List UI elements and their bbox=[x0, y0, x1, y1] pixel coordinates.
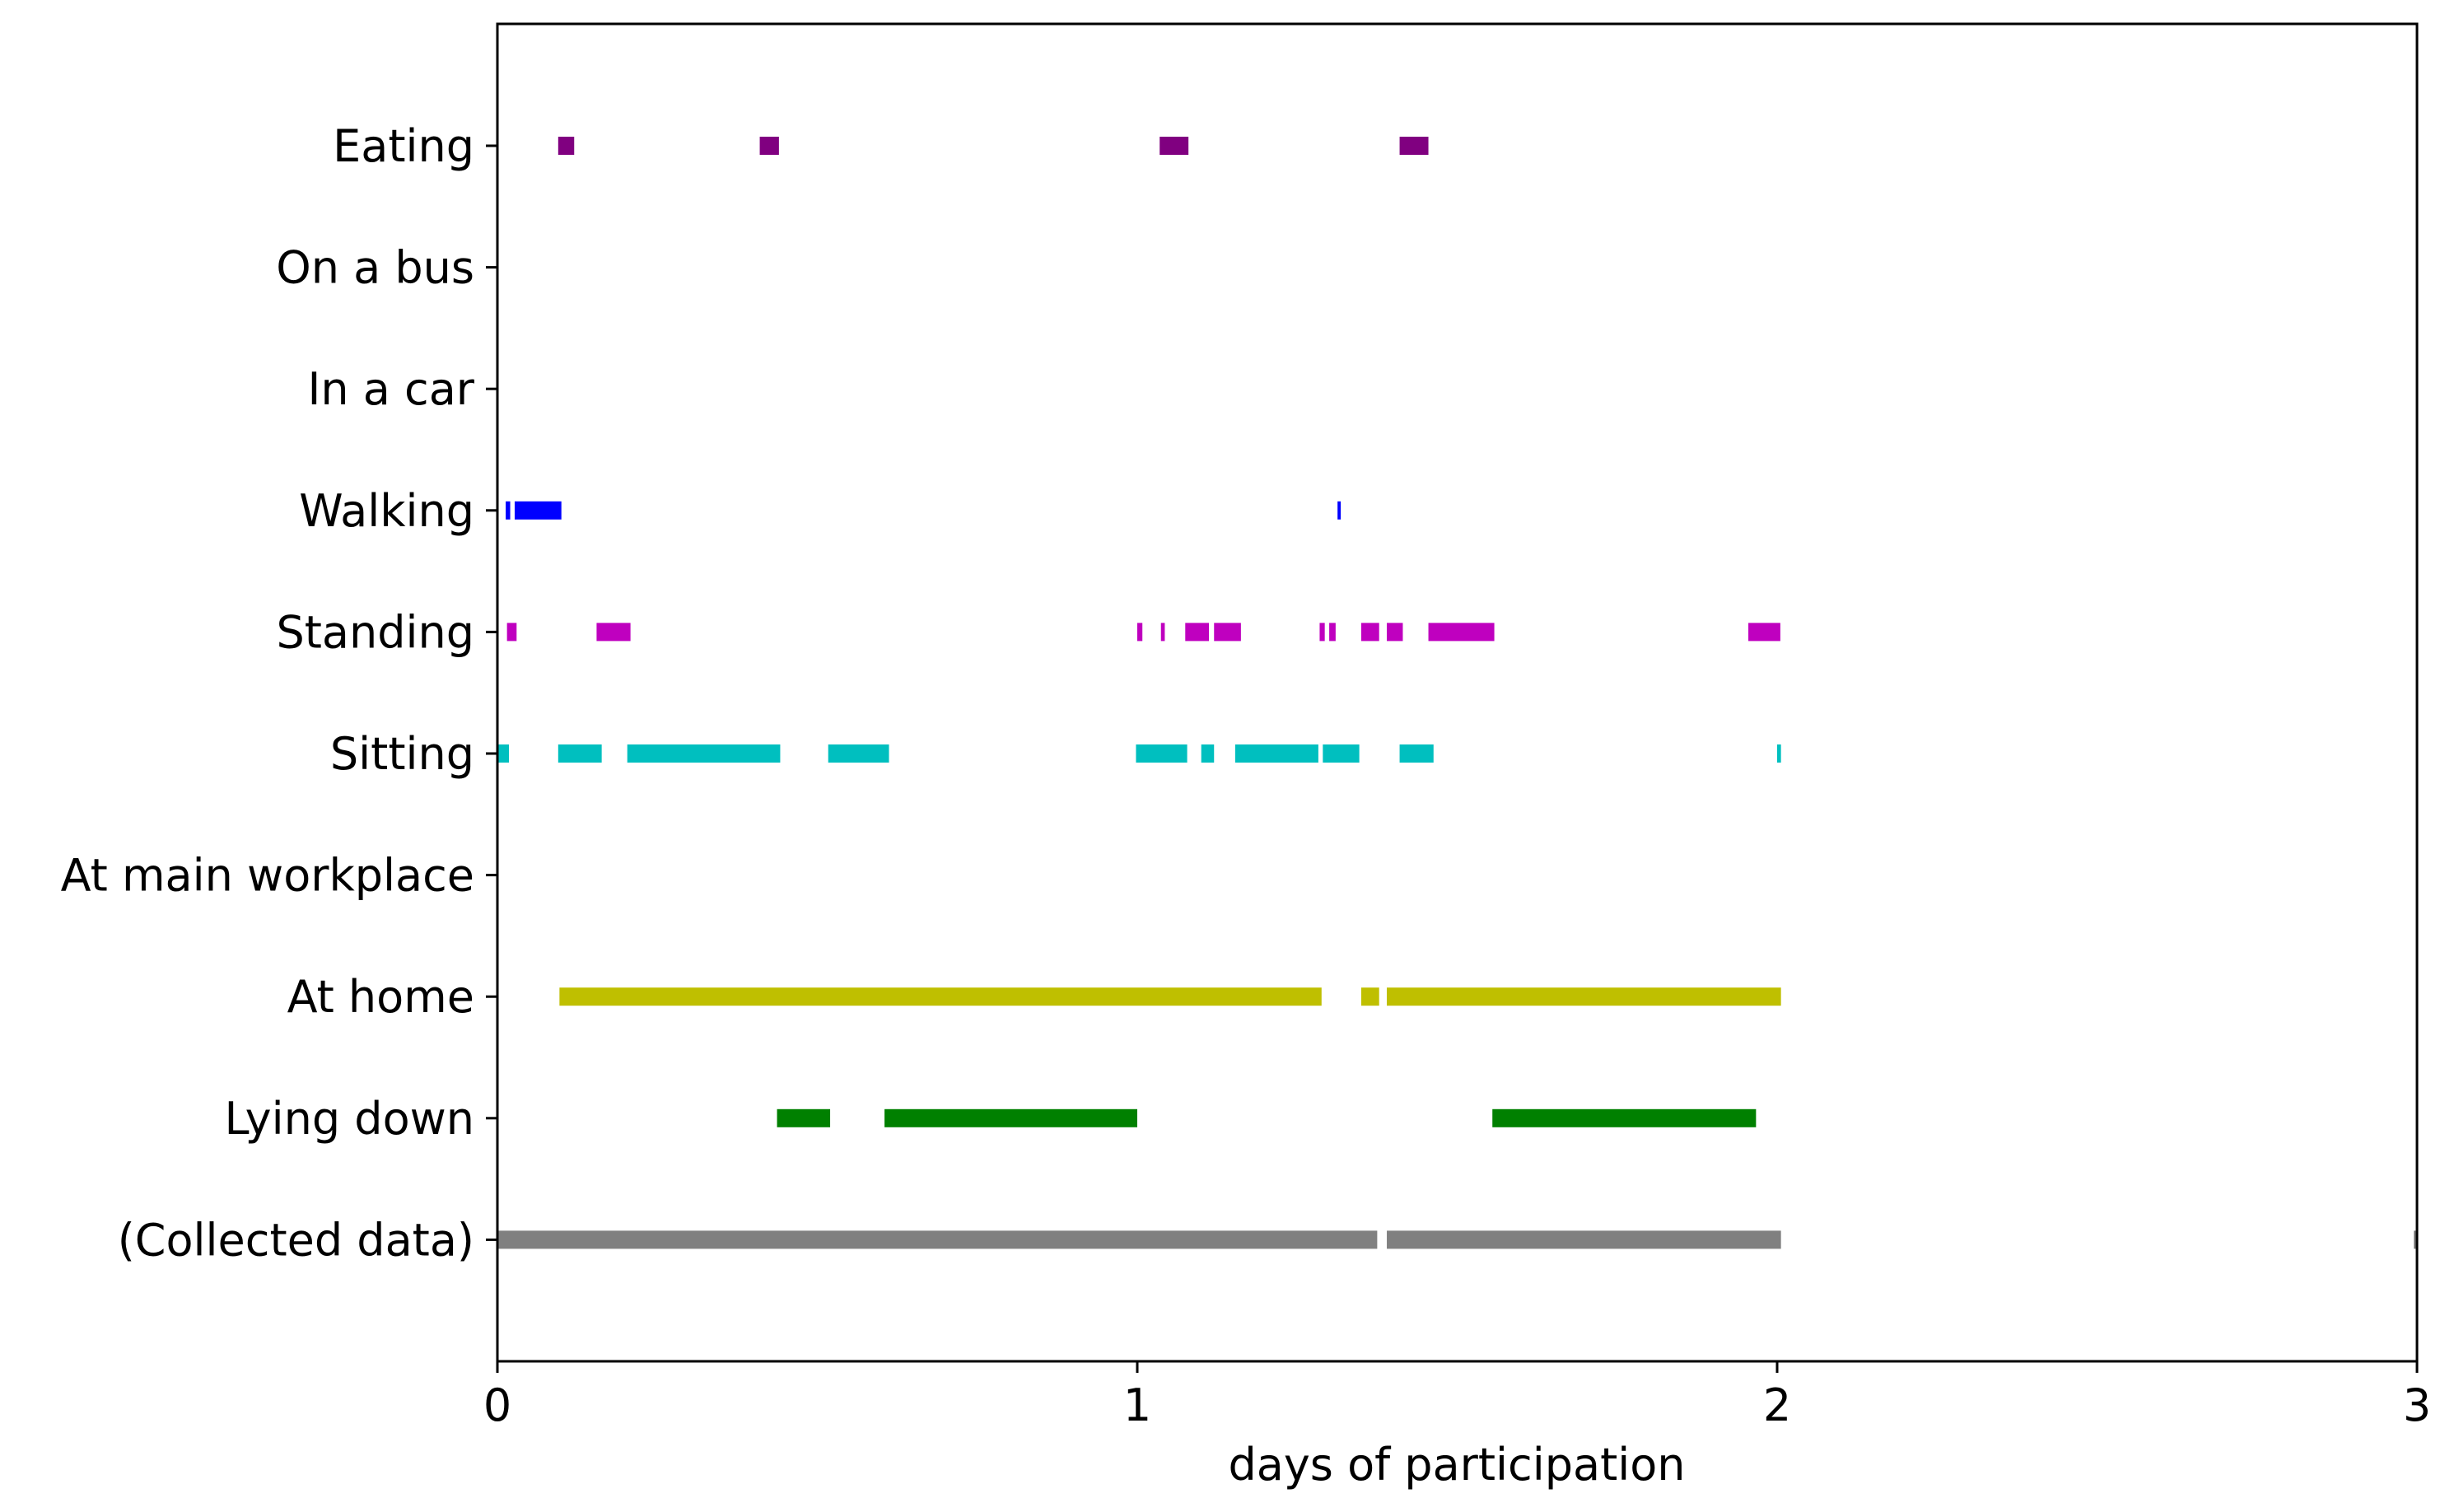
bar-sitting-9 bbox=[1777, 744, 1781, 763]
bar-at-home-1 bbox=[1360, 987, 1379, 1006]
bar-at-home-0 bbox=[559, 987, 1322, 1006]
bar-sitting-0 bbox=[497, 744, 509, 763]
bar-standing-11 bbox=[1748, 623, 1780, 642]
bar-collected-data-0 bbox=[497, 1230, 1378, 1249]
bar-standing-8 bbox=[1360, 623, 1379, 642]
y-tick-label-lying-down: Lying down bbox=[225, 1093, 474, 1145]
bar-standing-7 bbox=[1329, 623, 1336, 642]
y-axis: Eating On a bus In a car Walking Standing Sit… bbox=[61, 120, 497, 1266]
x-tick-label-2: 2 bbox=[1763, 1379, 1791, 1431]
x-axis-label: days of participation bbox=[1228, 1439, 1685, 1491]
bar-lying-down-0 bbox=[777, 1108, 831, 1127]
y-tick-label-on-a-bus: On a bus bbox=[276, 242, 474, 294]
bar-eating-0 bbox=[558, 137, 575, 155]
bar-standing-10 bbox=[1428, 623, 1495, 642]
x-tick-label-1: 1 bbox=[1123, 1379, 1151, 1431]
bar-sitting-2 bbox=[627, 744, 781, 763]
y-tick-label-at-home: At home bbox=[287, 971, 474, 1023]
bar-at-home-2 bbox=[1387, 987, 1781, 1006]
bar-sitting-3 bbox=[828, 744, 889, 763]
plot-frame bbox=[496, 22, 2419, 1363]
bar-standing-6 bbox=[1319, 623, 1325, 642]
x-tick-label-3: 3 bbox=[2403, 1379, 2431, 1431]
y-tick-label-collected-data: (Collected data) bbox=[118, 1214, 474, 1266]
y-tick-label-eating: Eating bbox=[333, 120, 474, 172]
y-tick-label-sitting: Sitting bbox=[330, 728, 474, 780]
bar-sitting-1 bbox=[558, 744, 602, 763]
x-axis: 0 1 2 3 bbox=[483, 1361, 2431, 1431]
bar-lying-down-2 bbox=[1492, 1108, 1757, 1127]
y-tick-label-in-a-car: In a car bbox=[307, 363, 474, 415]
bar-walking-0 bbox=[506, 501, 511, 520]
bar-walking-2 bbox=[1337, 501, 1341, 520]
bar-sitting-8 bbox=[1399, 744, 1434, 763]
bar-standing-4 bbox=[1185, 623, 1210, 642]
bars-layer bbox=[497, 137, 2417, 1249]
y-tick-label-standing: Standing bbox=[276, 606, 474, 658]
bar-sitting-5 bbox=[1201, 744, 1215, 763]
bar-standing-5 bbox=[1214, 623, 1241, 642]
bar-sitting-7 bbox=[1323, 744, 1360, 763]
bar-standing-9 bbox=[1387, 623, 1403, 642]
x-tick-label-0: 0 bbox=[483, 1379, 511, 1431]
bar-eating-2 bbox=[1160, 137, 1189, 155]
y-tick-label-at-main-workplace: At main workplace bbox=[61, 850, 474, 902]
y-tick-label-walking: Walking bbox=[299, 485, 474, 537]
bar-standing-2 bbox=[1137, 623, 1143, 642]
bar-standing-1 bbox=[596, 623, 631, 642]
bar-eating-1 bbox=[759, 137, 779, 155]
bar-lying-down-1 bbox=[884, 1108, 1137, 1127]
bar-standing-0 bbox=[506, 623, 517, 642]
bar-collected-data-1 bbox=[1387, 1230, 1781, 1249]
bar-sitting-6 bbox=[1234, 744, 1318, 763]
bar-eating-3 bbox=[1399, 137, 1429, 155]
bar-standing-3 bbox=[1160, 623, 1165, 642]
bar-collected-data-2 bbox=[2414, 1230, 2417, 1249]
bar-sitting-4 bbox=[1136, 744, 1188, 763]
bar-walking-1 bbox=[514, 501, 562, 520]
